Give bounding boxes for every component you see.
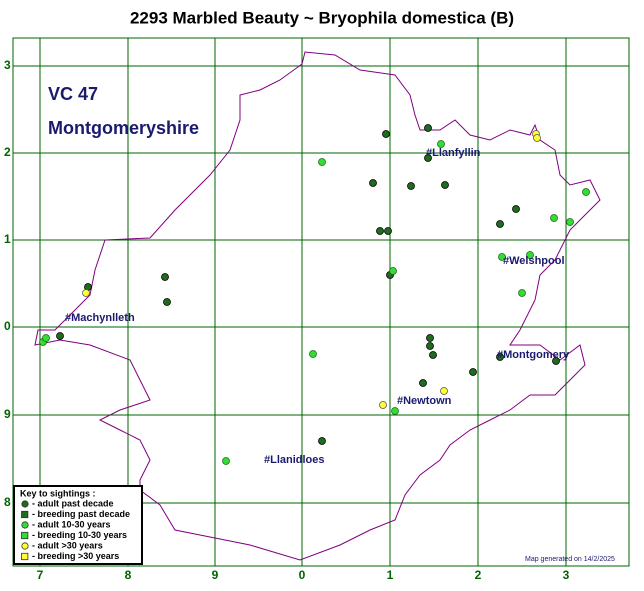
sighting-dot: [437, 140, 445, 148]
sighting-dot: [82, 289, 90, 297]
county-outline: [34, 51, 601, 561]
sighting-dot: [376, 227, 384, 235]
sighting-dot: [379, 401, 387, 409]
key-marker: [21, 510, 29, 519]
grid-label: 1: [4, 232, 11, 246]
grid-label: 8: [125, 568, 132, 582]
frame: [12, 37, 630, 567]
footer: Map generated on 14/2/2025: [525, 556, 615, 563]
place-label: #Welshpool: [503, 255, 565, 267]
place-label: #Machynlleth: [65, 312, 135, 324]
key-marker: [21, 542, 29, 550]
grid-label: 3: [4, 58, 11, 72]
sighting-dot: [498, 253, 506, 261]
sighting-dot: [441, 181, 449, 189]
key: Key to sightings : - adult past decade- …: [13, 485, 143, 565]
sighting-dot: [566, 218, 574, 226]
place-label: #Llanfyllin: [426, 147, 481, 159]
sighting-dot: [426, 334, 434, 342]
key-marker: [21, 552, 29, 561]
grid-label: 9: [4, 407, 11, 421]
grid-label: 2: [4, 145, 11, 159]
place-label: #Newtown: [397, 395, 452, 407]
sighting-dot: [469, 368, 477, 376]
sighting-dot: [550, 214, 558, 222]
sighting-dot: [496, 220, 504, 228]
sighting-dot: [56, 332, 64, 340]
region-code: VC 47: [48, 84, 98, 104]
key-item: - adult >30 years: [32, 540, 103, 550]
key-item: - adult past decade: [32, 498, 114, 508]
sighting-dot: [42, 334, 50, 342]
sighting-dot: [496, 353, 504, 361]
grid-label: 8: [4, 495, 11, 509]
key-item: - breeding >30 years: [32, 551, 119, 561]
grid-label: 2: [475, 568, 482, 582]
sighting-dot: [552, 357, 560, 365]
grid-label: 0: [299, 568, 306, 582]
sighting-dot: [384, 227, 392, 235]
grid-label: 1: [387, 568, 394, 582]
place-label: #Llanidloes: [264, 454, 325, 466]
grid-label: 9: [212, 568, 219, 582]
sighting-dot: [389, 267, 397, 275]
key-item: - breeding past decade: [32, 509, 130, 519]
sightings: [39, 124, 590, 465]
sighting-dot: [222, 457, 230, 465]
sighting-dot: [407, 182, 415, 190]
sighting-dot: [163, 298, 171, 306]
sighting-dot: [518, 289, 526, 297]
sighting-dot: [582, 188, 590, 196]
key-marker: [21, 531, 29, 540]
key-marker: [21, 500, 29, 508]
title: 2293 Marbled Beauty ~ Bryophila domestic…: [130, 8, 514, 27]
sighting-dot: [429, 351, 437, 359]
key-title: Key to sightings :: [20, 488, 96, 498]
key-marker: [21, 521, 29, 529]
sighting-dot: [533, 134, 541, 142]
region-name: Montgomeryshire: [48, 118, 199, 138]
key-item: - breeding 10-30 years: [32, 530, 127, 540]
key-box: [13, 485, 143, 565]
sighting-dot: [440, 387, 448, 395]
sighting-dot: [419, 379, 427, 387]
sighting-dot: [318, 437, 326, 445]
sighting-dot: [318, 158, 326, 166]
place-label: #Montgomery: [497, 349, 570, 361]
sighting-dot: [526, 251, 534, 259]
grid-label: 3: [563, 568, 570, 582]
sighting-dot: [391, 407, 399, 415]
key-item: - adult 10-30 years: [32, 519, 111, 529]
sighting-dot: [424, 124, 432, 132]
sighting-dot: [424, 154, 432, 162]
sighting-dot: [382, 130, 390, 138]
grid-label: 0: [4, 319, 11, 333]
sighting-dot: [512, 205, 520, 213]
sighting-dot: [426, 342, 434, 350]
sighting-dot: [369, 179, 377, 187]
sighting-dot: [161, 273, 169, 281]
sighting-dot: [309, 350, 317, 358]
grid-label: 7: [37, 568, 44, 582]
